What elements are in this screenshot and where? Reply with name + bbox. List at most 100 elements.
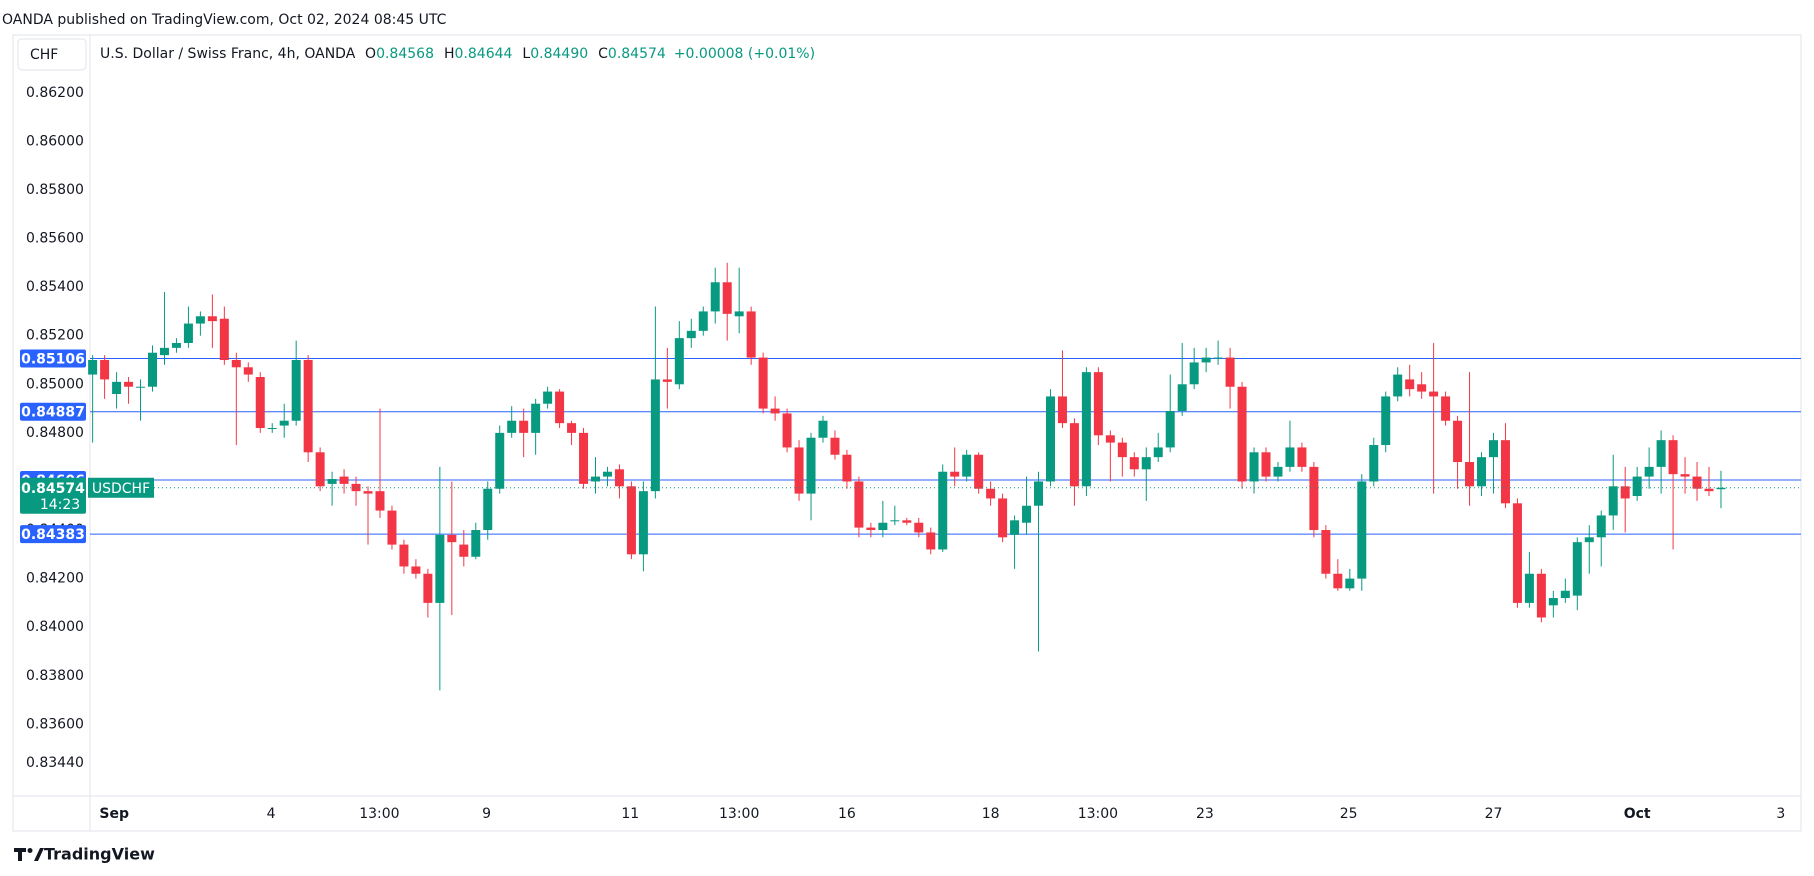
candle-body <box>291 359 301 421</box>
plot-area <box>88 262 1801 691</box>
candle-body <box>1273 466 1283 477</box>
candle-body <box>507 420 517 433</box>
header: OANDA published on TradingView.com, Oct … <box>2 12 447 28</box>
candle-body <box>1333 573 1343 589</box>
y-tick-label: 0.83600 <box>26 716 84 732</box>
candle-body <box>207 316 217 322</box>
chart-frame <box>12 34 1802 832</box>
candle-body <box>1285 447 1295 467</box>
candle-body <box>279 420 289 426</box>
candle-body <box>1069 423 1079 487</box>
candle-body <box>363 491 373 494</box>
candle-body <box>674 338 684 385</box>
candle-body <box>1656 440 1666 467</box>
currency-box[interactable] <box>17 38 87 71</box>
candle-body <box>1045 396 1055 482</box>
candle-body <box>1201 357 1211 363</box>
legend-value: 0.84574 <box>608 46 666 62</box>
candle-body <box>926 532 936 550</box>
y-tick-label: 0.84200 <box>26 571 84 587</box>
candle-body <box>1608 486 1618 516</box>
candle-body <box>375 491 385 511</box>
symbol-label: USDCHF <box>92 481 150 497</box>
candle-body <box>1141 457 1151 470</box>
candle-body <box>1393 374 1403 397</box>
candle-body <box>387 510 397 545</box>
last-price-box <box>20 477 86 514</box>
legend-key: L <box>522 46 530 62</box>
candle-body <box>758 357 768 409</box>
brand: TradingView <box>44 845 155 864</box>
candle-body <box>124 381 134 387</box>
candle-body <box>531 403 541 433</box>
candle-body <box>1105 435 1115 443</box>
candle-body <box>1010 520 1020 535</box>
candle-body <box>1381 396 1391 446</box>
candle-body <box>327 479 337 484</box>
candle-body <box>579 432 589 484</box>
candle-body <box>1596 515 1606 538</box>
x-tick-label: 25 <box>1340 806 1358 822</box>
legend-value: 0.84568 <box>376 46 434 62</box>
candle-body <box>1716 487 1726 490</box>
candle-body <box>1357 481 1367 579</box>
legend-value: 0.84644 <box>455 46 513 62</box>
candle-body <box>1441 396 1451 421</box>
level-label-box <box>20 349 86 368</box>
legend-key: H <box>444 46 455 62</box>
candle-body <box>782 413 792 448</box>
candle-body <box>1309 466 1319 531</box>
candle-body <box>1524 573 1534 603</box>
candle-body <box>890 520 900 522</box>
candle-body <box>171 342 181 348</box>
candle-body <box>1022 505 1032 523</box>
candle-body <box>459 544 469 557</box>
candle-body <box>555 391 565 424</box>
x-tick-label: 18 <box>982 806 1000 822</box>
candle-body <box>1369 445 1379 482</box>
candle-body <box>962 454 972 477</box>
candle-body <box>1117 442 1127 458</box>
candle-body <box>1644 466 1654 477</box>
candle-body <box>1237 386 1247 482</box>
candle-body <box>698 311 708 331</box>
candle-body <box>1465 462 1475 487</box>
candle-body <box>818 420 828 438</box>
candle-body <box>1512 503 1522 603</box>
candle-body <box>830 437 840 455</box>
candle-body <box>435 534 445 603</box>
candle-body <box>1261 452 1271 477</box>
candle-body <box>255 377 265 429</box>
y-tick-label: 0.84000 <box>26 619 84 635</box>
candle-body <box>662 379 672 382</box>
legend-change: +0.00008 (+0.01%) <box>674 46 815 62</box>
candle-body <box>483 488 493 531</box>
candle-body <box>866 527 876 531</box>
candle-body <box>770 408 780 414</box>
level-label: 0.85106 <box>21 352 85 368</box>
last-price-label: 0.84574 <box>21 481 85 497</box>
candle-body <box>1153 447 1163 458</box>
candle-body <box>195 316 205 324</box>
candle-body <box>315 452 325 487</box>
candle-body <box>902 520 912 523</box>
candle-body <box>1297 447 1307 467</box>
x-tick-label: 27 <box>1485 806 1503 822</box>
y-tick-label: 0.85600 <box>26 231 84 247</box>
x-tick-label: 3 <box>1776 806 1785 822</box>
candle-body <box>638 491 648 555</box>
candle-body <box>591 476 601 482</box>
y-tick-label: 0.85400 <box>26 279 84 295</box>
candle-body <box>1213 357 1223 359</box>
candle-body <box>339 476 349 484</box>
candle-body <box>998 498 1008 538</box>
currency[interactable]: CHF <box>30 47 58 63</box>
x-tick-label: 23 <box>1196 806 1214 822</box>
candle-body <box>267 428 277 430</box>
candle-body <box>1177 384 1187 412</box>
candle-body <box>626 486 636 555</box>
candle-body <box>159 347 169 356</box>
candle-body <box>136 386 146 388</box>
y-tick-label: 0.84800 <box>26 425 84 441</box>
candle-body <box>1560 590 1570 599</box>
